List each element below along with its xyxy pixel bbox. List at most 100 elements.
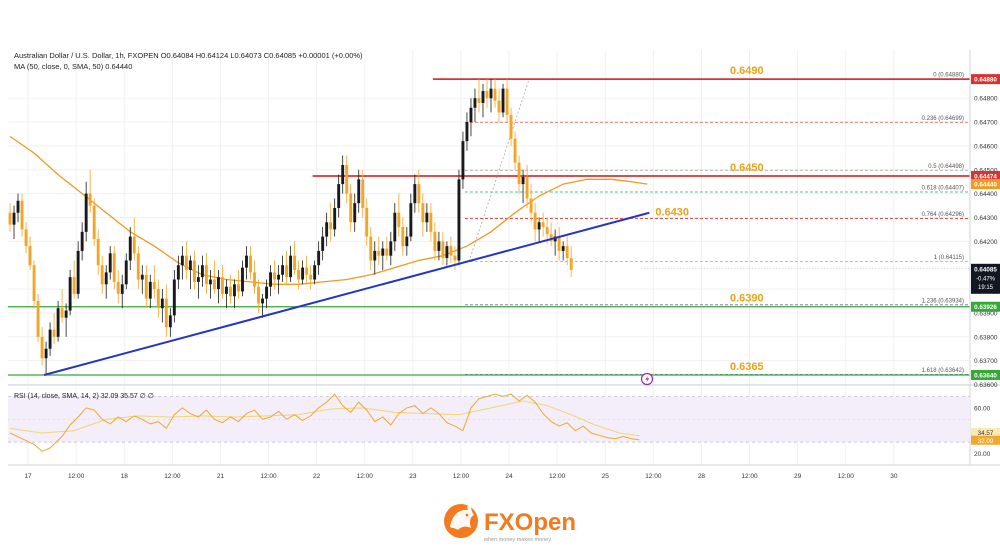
- candle-71: [293, 241, 297, 275]
- candle-102: [417, 169, 421, 213]
- candle-51: [212, 260, 216, 294]
- candle-63: [261, 293, 264, 318]
- candle-23: [100, 255, 104, 294]
- trendline[interactable]: 0.6430: [43, 207, 689, 376]
- candle-65: [269, 265, 272, 297]
- candle-84: [345, 155, 349, 204]
- candle-20: [88, 169, 92, 213]
- candle-87: [357, 169, 361, 213]
- y-tick-3: 0.64500: [974, 167, 998, 174]
- candle-58: [241, 260, 244, 297]
- x-tick-12: 25: [602, 473, 610, 480]
- candle-11: [52, 312, 56, 344]
- candle-99: [405, 227, 409, 256]
- y-tick-11: 0.63600: [974, 382, 998, 389]
- candle-93: [381, 241, 385, 270]
- candle-69: [285, 250, 289, 285]
- fib-label-0.236: 0.236 (0.64699): [922, 116, 964, 122]
- candle-21: [92, 198, 96, 247]
- candle-14: [64, 303, 68, 337]
- candle-68: [281, 255, 285, 282]
- horizontal-levels[interactable]: 0.6490 0.6450 0.6390 0.6365: [8, 65, 970, 376]
- candle-60: [249, 246, 252, 280]
- x-tick-3: 12:00: [164, 473, 181, 480]
- x-tick-14: 28: [698, 473, 706, 480]
- x-tick-13: 12:00: [645, 473, 662, 480]
- x-tick-5: 12:00: [260, 473, 277, 480]
- candle-97: [397, 193, 401, 237]
- candle-67: [277, 265, 281, 294]
- candle-29: [124, 253, 128, 290]
- y-tick-5: 0.64300: [974, 215, 998, 222]
- x-tick-10: 24: [505, 473, 513, 480]
- candle-82: [337, 174, 341, 218]
- candle-36: [152, 265, 156, 299]
- candle-19: [84, 181, 88, 242]
- candle-1: [12, 205, 16, 239]
- candle-124: [505, 79, 509, 123]
- candle-26: [112, 246, 116, 290]
- candle-33: [140, 265, 144, 294]
- candle-91: [373, 241, 377, 275]
- candle-135: [549, 222, 553, 247]
- x-tick-18: 30: [890, 473, 898, 480]
- candle-45: [188, 255, 192, 290]
- candle-72: [297, 260, 301, 290]
- candle-44: [184, 241, 188, 280]
- price-badges: 0.64880 0.64474 0.64440 0.63926 0.63640 0.640…: [641, 74, 1000, 380]
- y-tick-8: 0.63900: [974, 310, 998, 317]
- candle-109: [445, 241, 449, 266]
- fibonacci-retracement[interactable]: 0 (0.64880) 0.236 (0.64699) 0.5 (0.64498) 0…: [464, 73, 970, 375]
- candle-54: [225, 279, 228, 309]
- candle-31: [132, 217, 136, 261]
- candle-86: [353, 193, 357, 232]
- time-axis[interactable]: 17 12:00 18 12:00 21 12:00 22 12:00 23 12:00 24 12:…: [24, 473, 897, 480]
- candle-117: [477, 79, 481, 113]
- candle-38: [160, 289, 164, 323]
- candle-95: [389, 231, 393, 266]
- candle-37: [156, 279, 160, 318]
- candle-90: [369, 227, 373, 270]
- rsi-y-tick-0: 60.00: [974, 405, 991, 412]
- candle-75: [309, 265, 313, 290]
- fib-anchor-line: [468, 79, 530, 262]
- candle-52: [216, 269, 220, 304]
- fib-label-0.618: 0.618 (0.64407): [922, 185, 964, 191]
- candle-42: [176, 255, 180, 290]
- symbol-header: Australian Dollar / U.S. Dollar, 1h, FXO…: [14, 51, 363, 60]
- x-tick-2: 18: [121, 473, 129, 480]
- level-label-2: 0.6390: [730, 293, 764, 305]
- rsi-ma-badge-text: 32.09: [978, 438, 994, 445]
- candle-61: [253, 260, 256, 294]
- candle-0: [8, 203, 12, 232]
- rsi-header: RSI (14, close, SMA, 14, 2) 32.09 35.57 …: [14, 393, 154, 400]
- candle-56: [233, 279, 236, 309]
- candle-114: [465, 112, 469, 151]
- fib-label-0.5: 0.5 (0.64498): [928, 164, 964, 170]
- candle-6: [32, 260, 36, 309]
- badge-text-4: 0.63640: [974, 372, 997, 379]
- candle-7: [36, 293, 40, 342]
- candle-122: [497, 88, 501, 123]
- rsi-ma-badge-rect: [971, 435, 1000, 445]
- last-price-change: -0.47%: [976, 276, 996, 282]
- candle-106: [433, 222, 437, 261]
- candle-96: [393, 203, 397, 251]
- candle-92: [377, 236, 381, 266]
- ma-header: MA (50, close, 0, SMA, 50) 0.64440: [14, 62, 132, 71]
- candle-83: [341, 155, 345, 194]
- x-tick-11: 12:00: [549, 473, 566, 480]
- lightning-alert-icon[interactable]: [640, 372, 654, 386]
- candle-126: [513, 131, 517, 170]
- candle-15: [68, 269, 72, 316]
- candle-28: [120, 274, 124, 309]
- candle-70: [289, 246, 293, 282]
- candle-115: [469, 98, 473, 137]
- badge-rect-3: [971, 301, 1000, 312]
- candle-125: [509, 107, 513, 146]
- badge-text-0: 0.64880: [974, 77, 997, 84]
- candle-64: [265, 279, 268, 309]
- candle-128: [521, 169, 525, 204]
